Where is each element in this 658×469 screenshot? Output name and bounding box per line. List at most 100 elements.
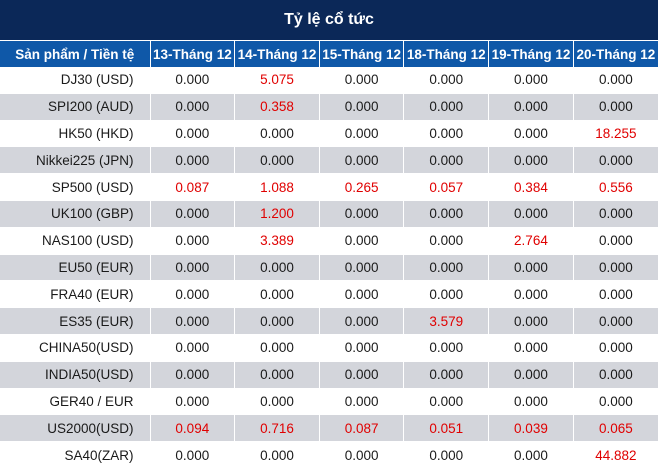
dividend-value-cell: 0.000 [488, 361, 574, 389]
dividend-value-cell: 0.000 [319, 120, 405, 148]
dividend-value-cell: 0.000 [403, 146, 490, 175]
dividend-value-cell: 0.000 [319, 334, 405, 362]
header-date: 13-Tháng 12 [150, 41, 236, 67]
header-date: 14-Tháng 12 [234, 41, 320, 67]
header-date: 15-Tháng 12 [319, 41, 405, 67]
dividend-value-cell: 0.000 [150, 93, 236, 121]
dividend-value-cell: 0.000 [150, 307, 236, 335]
dividend-value-cell: 0.000 [403, 227, 490, 255]
dividend-value-cell: 0.057 [403, 173, 490, 201]
dividend-value-cell: 0.000 [319, 200, 405, 228]
product-cell: CHINA50(USD) [0, 334, 151, 362]
table-row: SPI200 (AUD) 0.000 0.358 0.000 0.000 0.000 0.0… [0, 93, 658, 121]
dividend-value-cell: 0.000 [319, 146, 405, 175]
dividend-value-cell: 0.000 [573, 388, 658, 416]
dividend-value-cell: 0.000 [319, 388, 405, 416]
dividend-value-cell: 0.000 [150, 200, 236, 228]
table-row: ES35 (EUR) 0.000 0.000 0.000 3.579 0.000 0.000 [0, 307, 658, 335]
dividend-value-cell: 0.000 [573, 334, 658, 362]
dividend-value-cell: 0.000 [488, 441, 574, 469]
dividend-value-cell: 0.000 [403, 254, 490, 282]
dividend-value-cell: 0.000 [488, 120, 574, 148]
dividend-value-cell: 44.882 [573, 441, 658, 469]
dividend-value-cell: 0.000 [488, 388, 574, 416]
dividend-value-cell: 0.716 [234, 414, 320, 443]
dividend-value-cell: 0.000 [573, 254, 658, 282]
dividend-value-cell: 0.039 [488, 414, 574, 443]
dividend-value-cell: 0.000 [150, 120, 236, 148]
product-cell: SPI200 (AUD) [0, 93, 151, 121]
dividend-value-cell: 0.000 [234, 307, 320, 335]
product-cell: HK50 (HKD) [0, 120, 151, 148]
product-cell: UK100 (GBP) [0, 200, 151, 228]
dividend-value-cell: 0.000 [234, 280, 320, 309]
header-row: Sản phẩm / Tiền tệ 13-Tháng 12 14-Tháng … [0, 41, 658, 67]
dividend-value-cell: 0.000 [150, 334, 236, 362]
dividend-value-cell: 0.000 [488, 67, 574, 94]
product-cell: DJ30 (USD) [0, 67, 151, 94]
table-body: DJ30 (USD) 0.000 5.075 0.000 0.000 0.000 0.000… [0, 67, 658, 469]
table-row: CHINA50(USD) 0.000 0.000 0.000 0.000 0.000 0.0… [0, 334, 658, 362]
dividend-value-cell: 0.051 [403, 414, 490, 443]
dividend-value-cell: 0.000 [234, 146, 320, 175]
dividend-value-cell: 0.384 [488, 173, 574, 201]
table-row: Nikkei225 (JPN) 0.000 0.000 0.000 0.000 0.000… [0, 146, 658, 175]
dividend-value-cell: 0.000 [403, 388, 490, 416]
dividend-value-cell: 0.000 [319, 307, 405, 335]
table-row: GER40 / EUR 0.000 0.000 0.000 0.000 0.000 0.00… [0, 388, 658, 416]
table-row: US2000(USD) 0.094 0.716 0.087 0.051 0.039 0.06… [0, 414, 658, 443]
table-row: SP500 (USD) 0.087 1.088 0.265 0.057 0.384 0.55… [0, 173, 658, 201]
dividend-value-cell: 0.000 [488, 334, 574, 362]
table-row: EU50 (EUR) 0.000 0.000 0.000 0.000 0.000 0.000 [0, 254, 658, 282]
dividend-value-cell: 0.000 [403, 441, 490, 469]
dividend-value-cell: 0.000 [150, 441, 236, 469]
dividend-value-cell: 2.764 [488, 227, 574, 255]
header-date: 18-Tháng 12 [403, 41, 490, 67]
dividend-value-cell: 0.000 [319, 93, 405, 121]
dividend-value-cell: 0.000 [234, 120, 320, 148]
dividend-value-cell: 0.000 [234, 388, 320, 416]
dividend-table: Sản phẩm / Tiền tệ 13-Tháng 12 14-Tháng … [0, 41, 658, 469]
dividend-value-cell: 0.087 [150, 173, 236, 201]
dividend-value-cell: 0.000 [488, 254, 574, 282]
dividend-value-cell: 0.358 [234, 93, 320, 121]
product-cell: Nikkei225 (JPN) [0, 146, 151, 175]
dividend-value-cell: 0.000 [573, 93, 658, 121]
product-cell: SA40(ZAR) [0, 441, 151, 469]
dividend-value-cell: 0.000 [319, 254, 405, 282]
dividend-value-cell: 0.000 [234, 254, 320, 282]
dividend-value-cell: 0.000 [488, 307, 574, 335]
dividend-value-cell: 0.000 [319, 280, 405, 309]
dividend-value-cell: 0.000 [403, 93, 490, 121]
product-cell: US2000(USD) [0, 414, 151, 443]
dividend-value-cell: 0.000 [234, 334, 320, 362]
product-cell: INDIA50(USD) [0, 361, 151, 389]
header-date: 19-Tháng 12 [488, 41, 574, 67]
dividend-value-cell: 0.000 [319, 67, 405, 94]
dividend-value-cell: 3.579 [403, 307, 490, 335]
dividend-value-cell: 0.000 [150, 280, 236, 309]
product-cell: ES35 (EUR) [0, 307, 151, 335]
dividend-value-cell: 0.000 [488, 280, 574, 309]
header-product: Sản phẩm / Tiền tệ [0, 41, 151, 67]
dividend-value-cell: 18.255 [573, 120, 658, 148]
dividend-value-cell: 0.000 [573, 67, 658, 94]
dividend-value-cell: 0.000 [150, 67, 236, 94]
dividend-value-cell: 0.094 [150, 414, 236, 443]
dividend-value-cell: 0.000 [488, 93, 574, 121]
dividend-value-cell: 1.088 [234, 173, 320, 201]
dividend-value-cell: 0.000 [403, 200, 490, 228]
table-row: INDIA50(USD) 0.000 0.000 0.000 0.000 0.000 0.0… [0, 361, 658, 389]
table-row: FRA40 (EUR) 0.000 0.000 0.000 0.000 0.000 0.00… [0, 280, 658, 309]
dividend-value-cell: 0.000 [403, 280, 490, 309]
dividend-value-cell: 0.000 [573, 361, 658, 389]
dividend-value-cell: 0.000 [234, 441, 320, 469]
dividend-value-cell: 0.000 [488, 200, 574, 228]
dividend-value-cell: 0.000 [573, 280, 658, 309]
dividend-value-cell: 0.000 [150, 146, 236, 175]
header-date: 20-Tháng 12 [573, 41, 658, 67]
dividend-value-cell: 0.000 [150, 254, 236, 282]
dividend-value-cell: 0.000 [573, 307, 658, 335]
dividend-value-cell: 0.000 [319, 441, 405, 469]
dividend-value-cell: 0.000 [403, 120, 490, 148]
